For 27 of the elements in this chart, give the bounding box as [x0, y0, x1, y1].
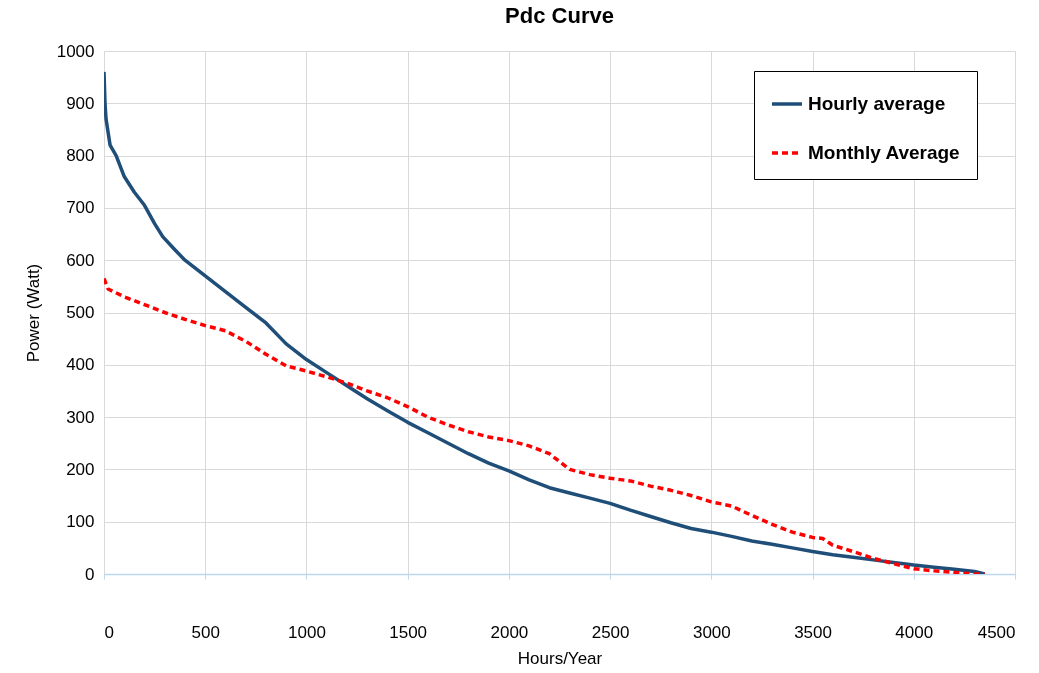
- y-tick-label: 400: [66, 355, 95, 375]
- x-tick-label: 2000: [490, 622, 529, 642]
- y-tick-label: 500: [66, 303, 95, 322]
- x-tick-label: 500: [191, 622, 220, 642]
- y-tick-label: 100: [66, 512, 95, 532]
- y-axis-title: Power (Watt): [23, 263, 43, 363]
- x-tick-label: 4500: [977, 622, 1016, 642]
- chart-title: Pdc Curve: [505, 3, 614, 28]
- x-tick-label: 0: [104, 622, 114, 642]
- x-tick-label: 3000: [692, 622, 731, 642]
- legend-label: Monthly Average: [808, 142, 960, 163]
- x-tick-label: 1500: [389, 622, 428, 642]
- y-tick-label: 300: [66, 407, 95, 427]
- y-tick-label: 0: [85, 564, 95, 584]
- y-tick-label: 900: [66, 93, 95, 113]
- y-tick-label: 700: [66, 198, 95, 218]
- x-axis-title: Hours/Year: [517, 648, 603, 668]
- y-tick-label: 200: [66, 459, 95, 479]
- x-tick-label: 4000: [895, 622, 934, 642]
- x-tick-label: 1000: [288, 622, 326, 642]
- y-tick-label: 800: [66, 146, 95, 166]
- x-tick-label: 2500: [591, 622, 630, 642]
- y-tick-label: 1000: [56, 41, 95, 61]
- y-tick-label: 600: [66, 250, 95, 270]
- line-series: [104, 276, 987, 574]
- legend-label: Hourly average: [808, 93, 946, 114]
- x-tick-label: 3500: [794, 622, 832, 642]
